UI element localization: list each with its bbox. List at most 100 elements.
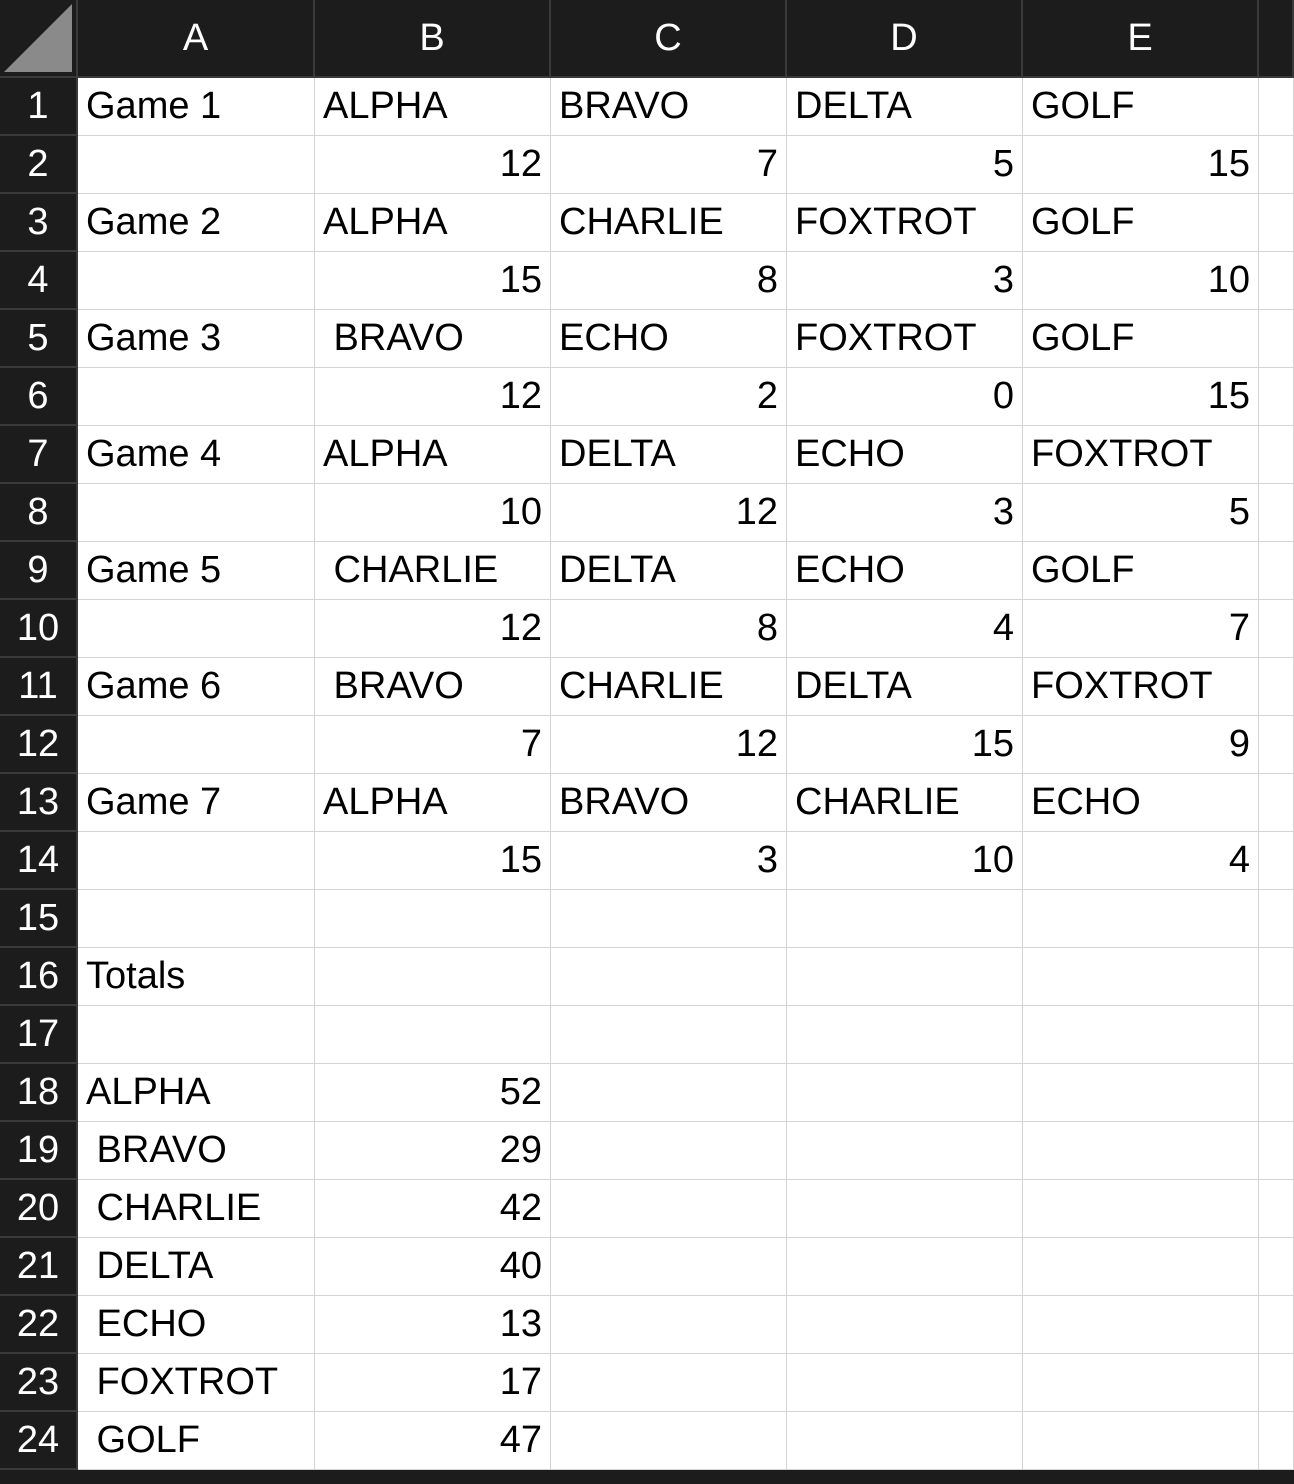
cell-d23[interactable] bbox=[787, 1354, 1023, 1412]
cell-b19[interactable]: 29 bbox=[315, 1122, 551, 1180]
cell-f2[interactable] bbox=[1259, 136, 1294, 194]
cell-e23[interactable] bbox=[1023, 1354, 1259, 1412]
cell-c11[interactable]: CHARLIE bbox=[551, 658, 787, 716]
cell-e16[interactable] bbox=[1023, 948, 1259, 1006]
cell-b11[interactable]: BRAVO bbox=[315, 658, 551, 716]
cell-c17[interactable] bbox=[551, 1006, 787, 1064]
cell-f12[interactable] bbox=[1259, 716, 1294, 774]
cell-e8[interactable]: 5 bbox=[1023, 484, 1259, 542]
cell-f8[interactable] bbox=[1259, 484, 1294, 542]
cell-d7[interactable]: ECHO bbox=[787, 426, 1023, 484]
cell-b20[interactable]: 42 bbox=[315, 1180, 551, 1238]
cell-b5[interactable]: BRAVO bbox=[315, 310, 551, 368]
cell-d5[interactable]: FOXTROT bbox=[787, 310, 1023, 368]
cell-b4[interactable]: 15 bbox=[315, 252, 551, 310]
column-header-f[interactable] bbox=[1259, 0, 1294, 78]
cell-a2[interactable] bbox=[78, 136, 315, 194]
row-header-11[interactable]: 11 bbox=[0, 658, 78, 716]
cell-d12[interactable]: 15 bbox=[787, 716, 1023, 774]
select-all-corner[interactable] bbox=[0, 0, 78, 78]
cell-d16[interactable] bbox=[787, 948, 1023, 1006]
cell-c3[interactable]: CHARLIE bbox=[551, 194, 787, 252]
cell-b9[interactable]: CHARLIE bbox=[315, 542, 551, 600]
cell-c2[interactable]: 7 bbox=[551, 136, 787, 194]
cell-f22[interactable] bbox=[1259, 1296, 1294, 1354]
cell-b18[interactable]: 52 bbox=[315, 1064, 551, 1122]
cell-b2[interactable]: 12 bbox=[315, 136, 551, 194]
row-header-2[interactable]: 2 bbox=[0, 136, 78, 194]
cell-c13[interactable]: BRAVO bbox=[551, 774, 787, 832]
row-header-23[interactable]: 23 bbox=[0, 1354, 78, 1412]
cell-c8[interactable]: 12 bbox=[551, 484, 787, 542]
cell-a4[interactable] bbox=[78, 252, 315, 310]
row-header-6[interactable]: 6 bbox=[0, 368, 78, 426]
cell-a20[interactable]: CHARLIE bbox=[78, 1180, 315, 1238]
cell-e24[interactable] bbox=[1023, 1412, 1259, 1470]
row-header-15[interactable]: 15 bbox=[0, 890, 78, 948]
cell-f9[interactable] bbox=[1259, 542, 1294, 600]
cell-c21[interactable] bbox=[551, 1238, 787, 1296]
cell-a14[interactable] bbox=[78, 832, 315, 890]
cell-c15[interactable] bbox=[551, 890, 787, 948]
cell-e1[interactable]: GOLF bbox=[1023, 78, 1259, 136]
cell-d24[interactable] bbox=[787, 1412, 1023, 1470]
row-header-4[interactable]: 4 bbox=[0, 252, 78, 310]
cell-f3[interactable] bbox=[1259, 194, 1294, 252]
cell-e13[interactable]: ECHO bbox=[1023, 774, 1259, 832]
cell-b6[interactable]: 12 bbox=[315, 368, 551, 426]
cell-c16[interactable] bbox=[551, 948, 787, 1006]
cell-a15[interactable] bbox=[78, 890, 315, 948]
row-header-18[interactable]: 18 bbox=[0, 1064, 78, 1122]
cell-d18[interactable] bbox=[787, 1064, 1023, 1122]
cell-e14[interactable]: 4 bbox=[1023, 832, 1259, 890]
row-header-14[interactable]: 14 bbox=[0, 832, 78, 890]
cell-b15[interactable] bbox=[315, 890, 551, 948]
cell-a6[interactable] bbox=[78, 368, 315, 426]
cell-f18[interactable] bbox=[1259, 1064, 1294, 1122]
cell-b1[interactable]: ALPHA bbox=[315, 78, 551, 136]
cell-e11[interactable]: FOXTROT bbox=[1023, 658, 1259, 716]
column-header-c[interactable]: C bbox=[551, 0, 787, 78]
cell-c7[interactable]: DELTA bbox=[551, 426, 787, 484]
row-header-12[interactable]: 12 bbox=[0, 716, 78, 774]
row-header-13[interactable]: 13 bbox=[0, 774, 78, 832]
cell-d4[interactable]: 3 bbox=[787, 252, 1023, 310]
cell-d9[interactable]: ECHO bbox=[787, 542, 1023, 600]
cell-d17[interactable] bbox=[787, 1006, 1023, 1064]
row-header-20[interactable]: 20 bbox=[0, 1180, 78, 1238]
cell-a22[interactable]: ECHO bbox=[78, 1296, 315, 1354]
cell-f1[interactable] bbox=[1259, 78, 1294, 136]
cell-f19[interactable] bbox=[1259, 1122, 1294, 1180]
cell-f15[interactable] bbox=[1259, 890, 1294, 948]
cell-a24[interactable]: GOLF bbox=[78, 1412, 315, 1470]
cell-e18[interactable] bbox=[1023, 1064, 1259, 1122]
cell-a18[interactable]: ALPHA bbox=[78, 1064, 315, 1122]
cell-f20[interactable] bbox=[1259, 1180, 1294, 1238]
column-header-d[interactable]: D bbox=[787, 0, 1023, 78]
cell-b23[interactable]: 17 bbox=[315, 1354, 551, 1412]
row-header-24[interactable]: 24 bbox=[0, 1412, 78, 1470]
cell-d15[interactable] bbox=[787, 890, 1023, 948]
cell-f6[interactable] bbox=[1259, 368, 1294, 426]
cell-c23[interactable] bbox=[551, 1354, 787, 1412]
cell-b3[interactable]: ALPHA bbox=[315, 194, 551, 252]
cell-a16[interactable]: Totals bbox=[78, 948, 315, 1006]
cell-b12[interactable]: 7 bbox=[315, 716, 551, 774]
cell-e12[interactable]: 9 bbox=[1023, 716, 1259, 774]
cell-d2[interactable]: 5 bbox=[787, 136, 1023, 194]
cell-b7[interactable]: ALPHA bbox=[315, 426, 551, 484]
cell-a19[interactable]: BRAVO bbox=[78, 1122, 315, 1180]
row-header-19[interactable]: 19 bbox=[0, 1122, 78, 1180]
cell-a17[interactable] bbox=[78, 1006, 315, 1064]
cell-e9[interactable]: GOLF bbox=[1023, 542, 1259, 600]
cell-e15[interactable] bbox=[1023, 890, 1259, 948]
row-header-3[interactable]: 3 bbox=[0, 194, 78, 252]
row-header-1[interactable]: 1 bbox=[0, 78, 78, 136]
cell-d8[interactable]: 3 bbox=[787, 484, 1023, 542]
cell-b17[interactable] bbox=[315, 1006, 551, 1064]
column-header-e[interactable]: E bbox=[1023, 0, 1259, 78]
cell-c1[interactable]: BRAVO bbox=[551, 78, 787, 136]
row-header-21[interactable]: 21 bbox=[0, 1238, 78, 1296]
row-header-10[interactable]: 10 bbox=[0, 600, 78, 658]
cell-e6[interactable]: 15 bbox=[1023, 368, 1259, 426]
